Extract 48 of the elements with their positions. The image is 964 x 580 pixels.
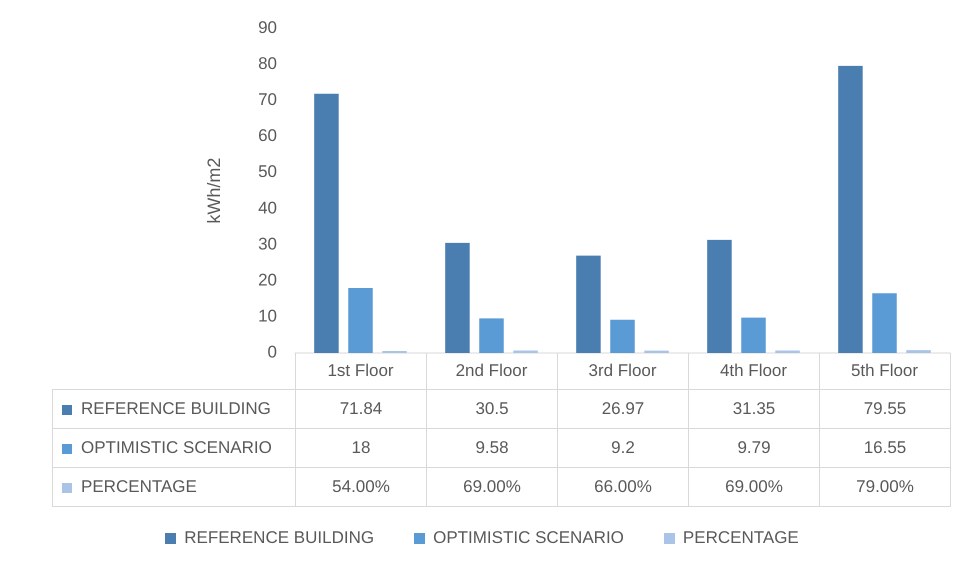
y-tick-label: 40 <box>258 198 277 218</box>
bar <box>741 318 766 353</box>
data-label: 18 <box>295 428 427 468</box>
data-label: 16.55 <box>819 428 951 468</box>
data-label: 69.00% <box>426 467 558 507</box>
bar <box>576 256 601 353</box>
text: OPTIMISTIC SCENARIO <box>433 528 624 547</box>
y-tick-label: 80 <box>258 54 277 73</box>
data-label: 79.00% <box>819 467 951 507</box>
legend-label: OPTIMISTIC SCENARIO <box>81 437 272 459</box>
x-tick-label: 1st Floor <box>327 360 394 380</box>
data-label: 54.00% <box>295 467 427 507</box>
bar <box>707 240 732 353</box>
legend-label: PERCENTAGE <box>682 528 799 548</box>
bar <box>838 66 863 353</box>
y-tick-label: 70 <box>258 90 277 110</box>
x-tick-label: 3rd Floor <box>588 360 657 380</box>
x-tick-label: 5th Floor <box>850 360 918 380</box>
y-tick-label: 50 <box>258 162 277 182</box>
x-tick-label: 4th Floor <box>720 360 788 380</box>
data-label: 9.2 <box>557 428 689 468</box>
data-label: 9.58 <box>426 428 558 468</box>
bar <box>610 320 635 353</box>
y-axis-title: kWh/m2 <box>204 158 224 224</box>
data-label: 79.55 <box>819 389 951 429</box>
bar <box>906 350 931 353</box>
bar <box>479 318 504 353</box>
y-tick-label: 20 <box>258 270 277 290</box>
text: REFERENCE BUILDING <box>184 528 374 547</box>
y-tick-label: 60 <box>258 126 277 146</box>
data-label: 26.97 <box>557 389 689 429</box>
data-label: 71.84 <box>295 389 427 429</box>
bar <box>314 94 339 353</box>
data-label: 9.79 <box>688 428 820 468</box>
data-label: 31.35 <box>688 389 820 429</box>
y-tick-label: 10 <box>258 306 277 326</box>
data-label: 30.5 <box>426 389 558 429</box>
bar <box>348 288 373 353</box>
legend-label: REFERENCE BUILDING <box>81 398 271 420</box>
y-tick-label: 30 <box>258 234 277 254</box>
x-tick-label: 2nd Floor <box>456 360 528 380</box>
bar <box>872 293 897 353</box>
data-label: 69.00% <box>688 467 820 507</box>
text: PERCENTAGE <box>81 477 197 496</box>
y-tick-label: 90 <box>258 18 277 37</box>
data-label: 66.00% <box>557 467 689 507</box>
y-tick-label: 0 <box>268 342 277 362</box>
bar <box>445 242 470 353</box>
